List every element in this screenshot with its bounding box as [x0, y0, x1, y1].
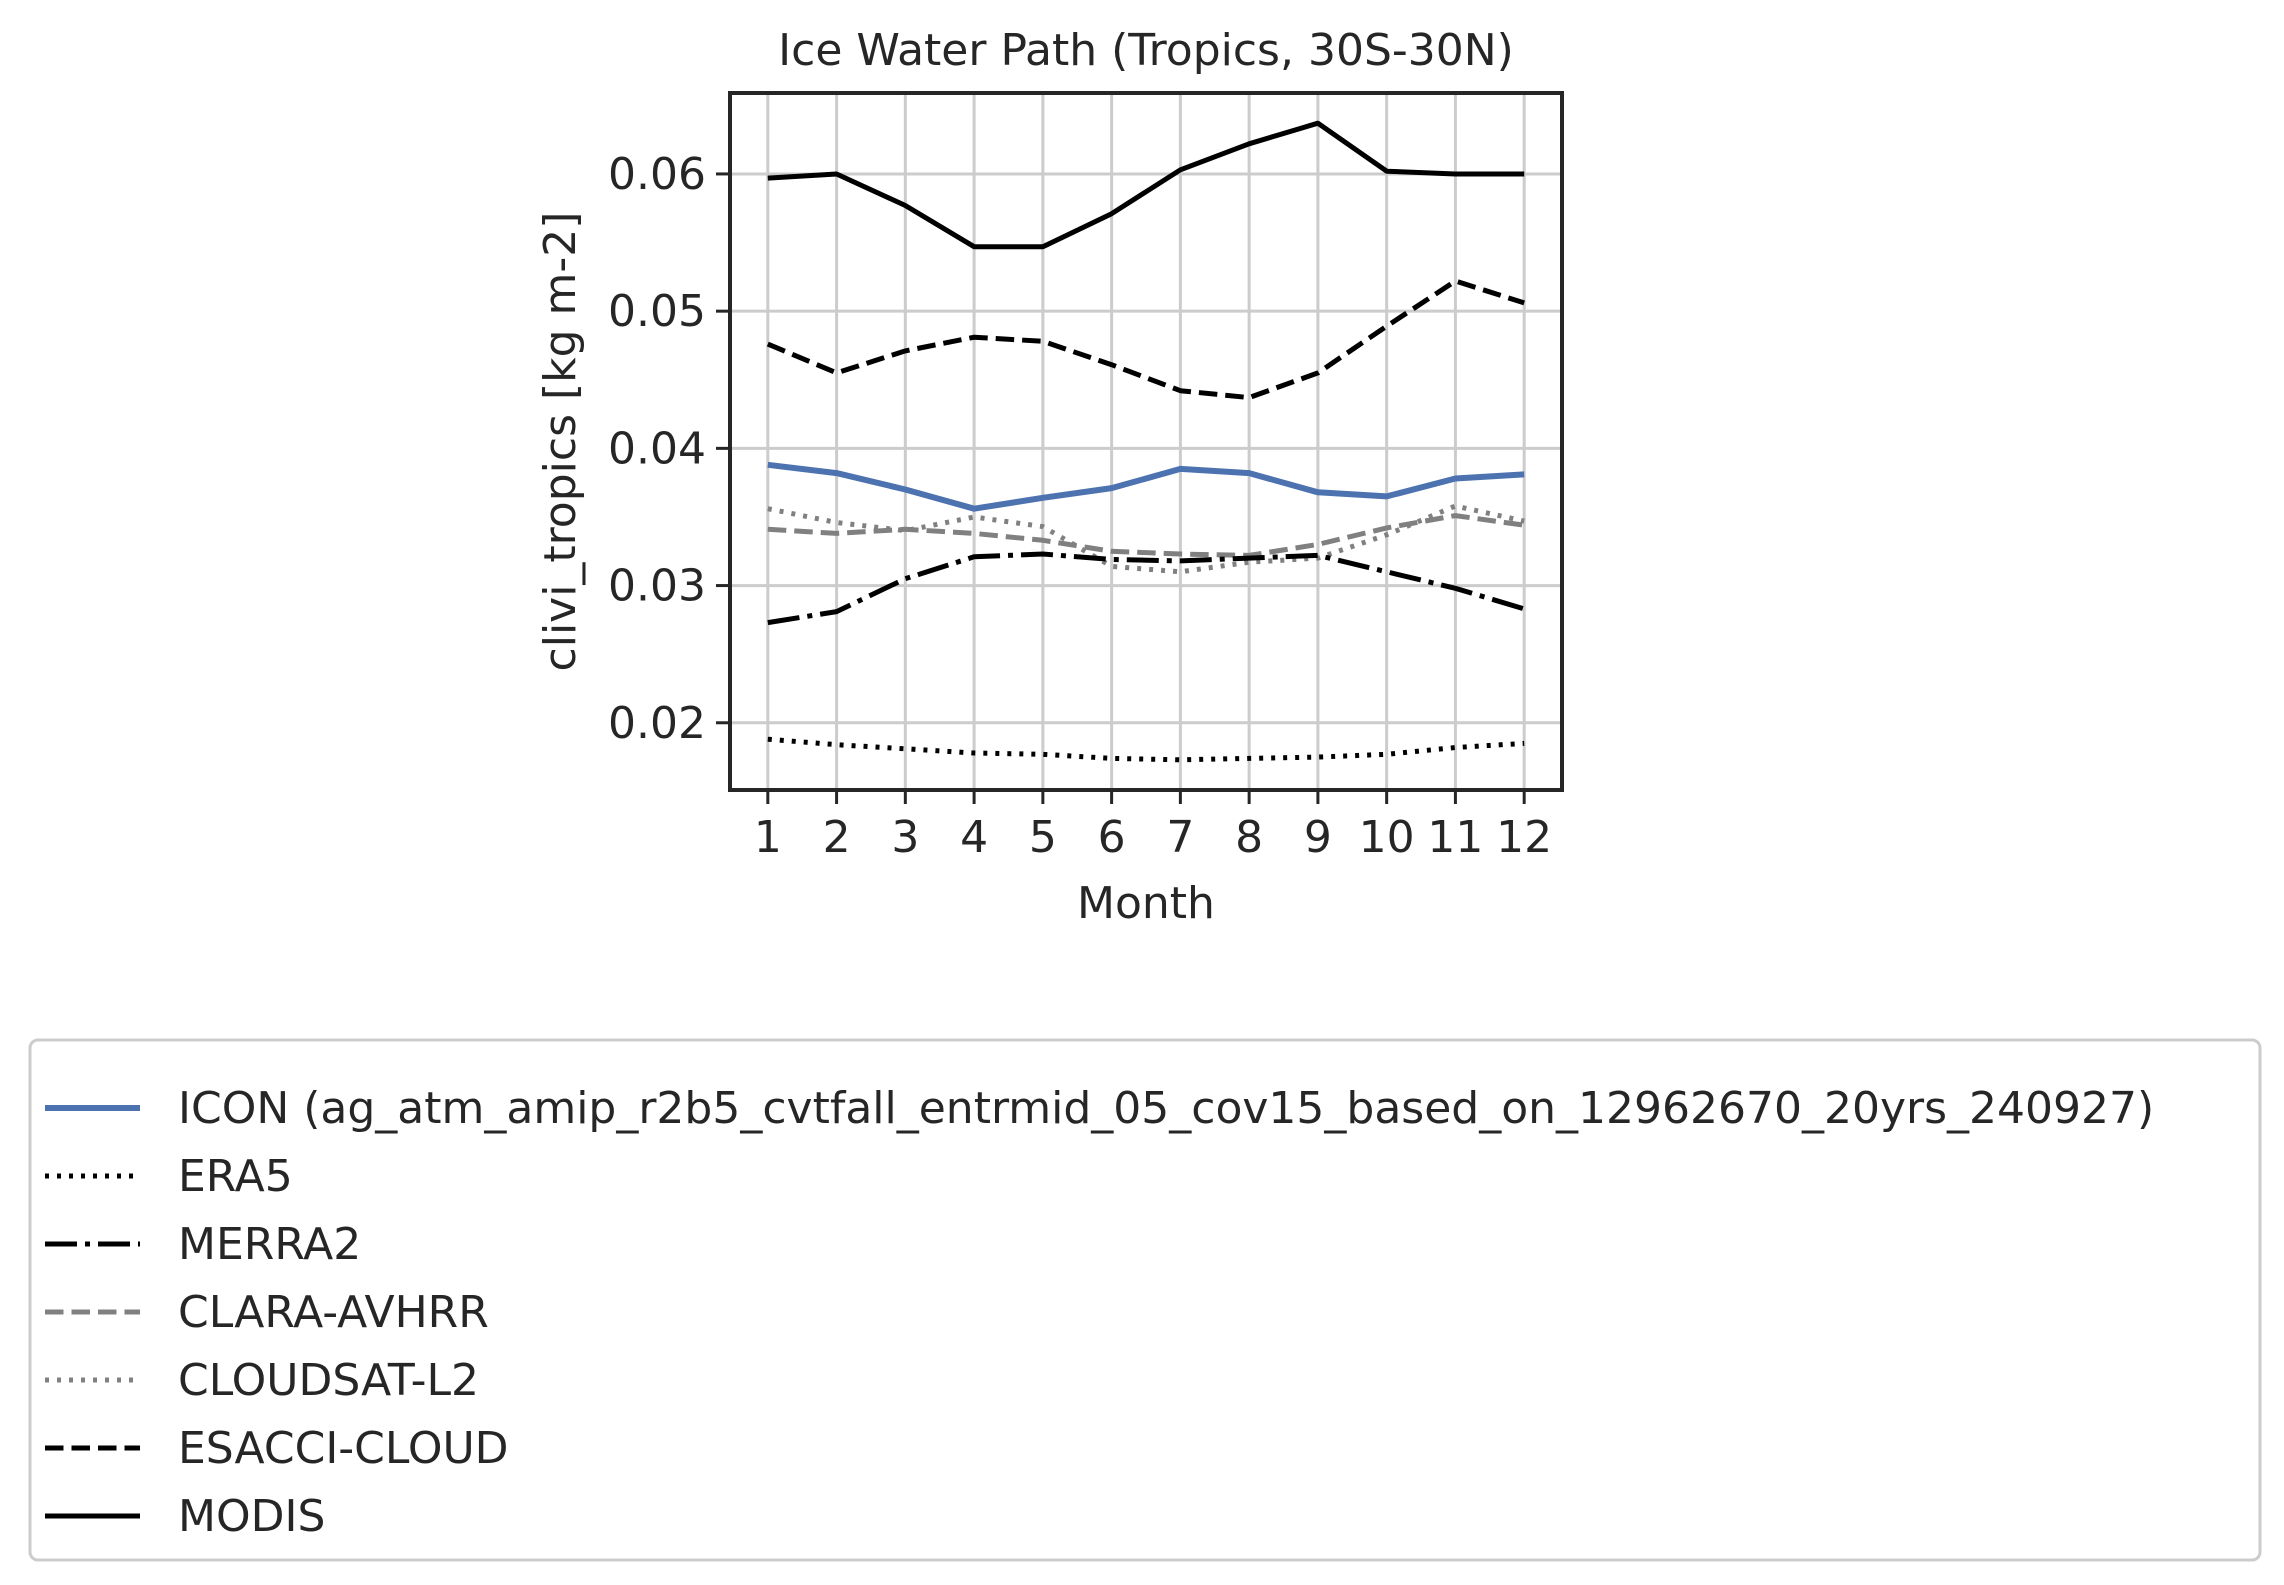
legend-item: MODIS — [45, 1491, 325, 1542]
legend-item: ERA5 — [45, 1151, 293, 1202]
x-tick-label: 10 — [1359, 812, 1415, 863]
legend-item: ESACCI-CLOUD — [45, 1423, 509, 1474]
legend-item: CLARA-AVHRR — [45, 1287, 489, 1338]
legend: ICON (ag_atm_amip_r2b5_cvtfall_entrmid_0… — [28, 1038, 2262, 1562]
x-tick-label: 2 — [823, 812, 851, 863]
x-tick-label: 9 — [1304, 812, 1332, 863]
legend-frame — [28, 1038, 2262, 1562]
grid — [730, 93, 1562, 790]
legend-label: ERA5 — [178, 1151, 293, 1202]
series-line-cloudsat-l2 — [767, 503, 1525, 575]
axes-frame — [728, 91, 1564, 792]
x-axis-label: Month — [1077, 878, 1215, 929]
legend-item: ICON (ag_atm_amip_r2b5_cvtfall_entrmid_0… — [45, 1083, 2154, 1134]
legend-label: MODIS — [178, 1491, 325, 1542]
plot-lines — [766, 120, 1525, 763]
x-tick-label: 7 — [1166, 812, 1194, 863]
legend-item: MERRA2 — [45, 1219, 361, 1270]
series-line-icon — [767, 461, 1525, 512]
x-tick-label: 5 — [1029, 812, 1057, 863]
legend-item: CLOUDSAT-L2 — [45, 1355, 479, 1406]
y-tick-label: 0.06 — [608, 149, 706, 200]
series-line-merra2 — [767, 551, 1525, 626]
x-tick-label: 3 — [891, 812, 919, 863]
x-tick-label: 6 — [1098, 812, 1126, 863]
legend-label: CLARA-AVHRR — [178, 1287, 489, 1338]
y-tick-label: 0.05 — [608, 286, 706, 337]
y-tick-label: 0.03 — [608, 561, 706, 612]
x-tick-label: 4 — [960, 812, 988, 863]
legend-label: ICON (ag_atm_amip_r2b5_cvtfall_entrmid_0… — [178, 1083, 2154, 1134]
y-tick-label: 0.02 — [608, 698, 706, 749]
legend-label: CLOUDSAT-L2 — [178, 1355, 479, 1406]
x-tick-label: 12 — [1496, 812, 1552, 863]
ticks: 1 2 3 4 5 6 7 8 9 10 11 120.020.030.040.050.06 — [608, 149, 1552, 863]
x-tick-label: 1 — [754, 812, 782, 863]
series-line-modis — [767, 120, 1525, 250]
chart-title: Ice Water Path (Tropics, 30S-30N) — [778, 25, 1514, 76]
legend-label: ESACCI-CLOUD — [178, 1423, 509, 1474]
legend-label: MERRA2 — [178, 1219, 361, 1270]
series-line-clara-avhrr — [767, 513, 1525, 558]
y-tick-label: 0.04 — [608, 423, 706, 474]
x-tick-label: 11 — [1427, 812, 1483, 863]
series-line-esacci-cloud — [766, 278, 1525, 401]
y-axis-label: clivi_tropics [kg m-2] — [535, 212, 586, 672]
x-tick-label: 8 — [1235, 812, 1263, 863]
